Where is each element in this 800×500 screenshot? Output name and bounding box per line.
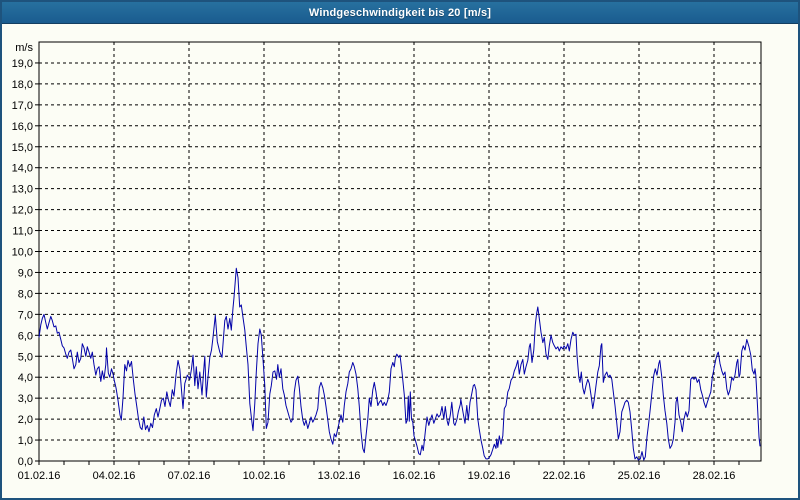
y-tick-label: 9,0 [18,267,33,279]
y-tick-label: 7,0 [18,309,33,321]
x-tick-label: 01.02.16 [18,470,61,482]
x-tick-label: 19.02.16 [468,470,511,482]
x-tick-label: 04.02.16 [93,470,136,482]
y-tick-label: 2,0 [18,414,33,426]
wind-speed-line [38,267,761,461]
y-tick-label: 17,0 [12,100,33,112]
y-tick-label: 5,0 [18,351,33,363]
window-title: Windgeschwindigkeit bis 20 [m/s] [308,6,492,19]
y-tick-label: 10,0 [12,247,33,259]
wind-speed-chart: 0,0 1,0 2,0 3,0 4,0 5,0 6,0 7,0 8,0 9,0 10,0 11,0 12… [12,41,762,482]
y-tick-label: 18,0 [12,79,33,91]
y-tick-label: 8,0 [18,288,33,300]
x-tick-label: 28.02.16 [693,470,736,482]
x-tick-label: 22.02.16 [543,470,586,482]
title-bar: Windgeschwindigkeit bis 20 [m/s] [2,2,798,24]
y-axis-unit-label: m/s [15,42,33,54]
y-tick-label: 0,0 [18,456,33,468]
y-tick-label: 13,0 [12,184,33,196]
x-tick-label: 10.02.16 [243,470,286,482]
y-tick-label: 15,0 [12,142,33,154]
y-tick-label: 12,0 [12,205,33,217]
y-tick-label: 11,0 [12,226,33,238]
x-tick-label: 07.02.16 [168,470,211,482]
y-tick-label: 19,0 [12,58,33,70]
y-tick-label: 1,0 [18,435,33,447]
x-tick-label: 25.02.16 [618,470,661,482]
y-tick-label: 16,0 [12,121,33,133]
y-tick-label: 14,0 [12,163,33,175]
y-tick-label: 3,0 [18,393,33,405]
x-tick-label: 16.02.16 [393,470,436,482]
y-tick-label: 4,0 [18,372,33,384]
x-tick-label: 13.02.16 [318,470,361,482]
y-tick-label: 6,0 [18,330,33,342]
